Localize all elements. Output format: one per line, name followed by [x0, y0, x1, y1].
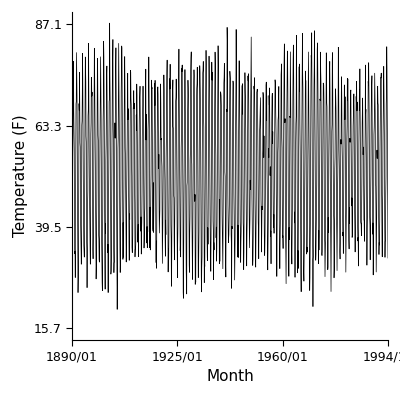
Y-axis label: Temperature (F): Temperature (F) — [13, 115, 28, 237]
X-axis label: Month: Month — [206, 369, 254, 384]
